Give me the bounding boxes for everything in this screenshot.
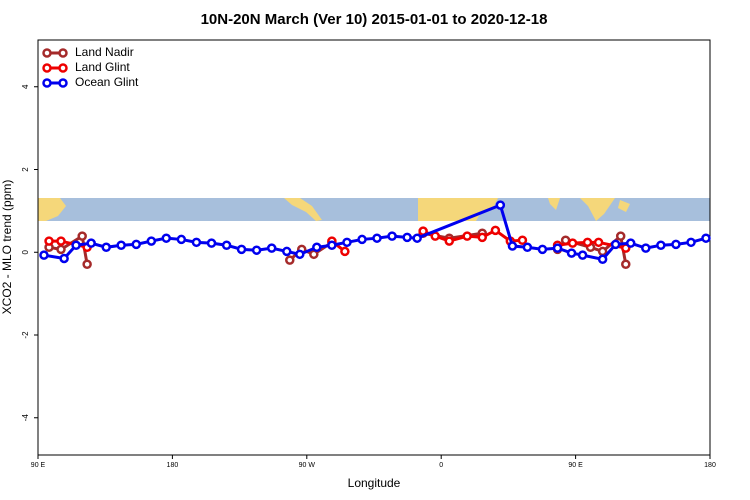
data-point bbox=[701, 233, 711, 243]
legend-marker bbox=[42, 63, 52, 73]
data-point bbox=[39, 250, 49, 260]
x-tick-label: 90 E bbox=[31, 462, 46, 469]
data-point bbox=[597, 254, 608, 265]
legend-marker bbox=[42, 78, 52, 88]
data-point bbox=[101, 242, 111, 253]
data-point bbox=[191, 237, 202, 248]
y-axis-label: XCO2 - MLO trend (ppm) bbox=[0, 180, 14, 315]
series bbox=[44, 225, 631, 257]
data-point bbox=[582, 237, 593, 248]
y-tick-label: -2 bbox=[21, 331, 30, 339]
data-point bbox=[327, 240, 337, 250]
data-point bbox=[444, 236, 455, 246]
data-point bbox=[615, 231, 626, 241]
data-point bbox=[285, 255, 295, 265]
x-tick-label: 180 bbox=[167, 462, 179, 469]
data-point bbox=[146, 236, 157, 246]
data-point bbox=[495, 200, 506, 210]
data-point bbox=[686, 237, 696, 248]
data-point bbox=[610, 239, 621, 250]
data-point bbox=[340, 246, 350, 257]
data-point bbox=[597, 246, 608, 257]
data-point bbox=[387, 231, 397, 241]
data-point bbox=[56, 236, 66, 246]
data-point bbox=[251, 245, 262, 255]
series bbox=[39, 200, 711, 265]
legend-label: Land Glint bbox=[75, 60, 130, 74]
data-point bbox=[161, 233, 172, 243]
y-tick-label: 4 bbox=[21, 84, 30, 89]
data-point bbox=[56, 244, 66, 255]
data-point bbox=[71, 240, 81, 250]
data-point bbox=[537, 244, 548, 255]
data-point bbox=[490, 225, 501, 236]
data-point bbox=[625, 238, 636, 248]
data-point bbox=[77, 231, 87, 241]
data-point bbox=[641, 243, 651, 253]
x-tick-label: 90 E bbox=[568, 462, 583, 469]
legend-marker bbox=[58, 78, 68, 88]
data-point bbox=[552, 243, 563, 253]
data-point bbox=[621, 259, 631, 270]
legend-label: Ocean Glint bbox=[75, 75, 139, 89]
data-point bbox=[593, 237, 604, 248]
map-strip bbox=[38, 198, 710, 221]
data-point bbox=[507, 241, 518, 251]
legend-marker bbox=[42, 48, 52, 58]
data-point bbox=[206, 238, 217, 248]
data-point bbox=[342, 237, 352, 248]
data-point bbox=[357, 234, 367, 245]
data-point bbox=[44, 236, 54, 246]
data-point bbox=[236, 244, 247, 255]
chart-title: 10N-20N March (Ver 10) 2015-01-01 to 202… bbox=[201, 11, 548, 28]
data-point bbox=[176, 234, 187, 245]
data-point bbox=[116, 240, 126, 250]
x-tick-label: 0 bbox=[439, 462, 443, 469]
data-point bbox=[567, 238, 578, 248]
data-point bbox=[566, 248, 577, 258]
legend-marker bbox=[58, 48, 68, 58]
data-point bbox=[462, 231, 472, 241]
y-tick-label: 0 bbox=[21, 249, 30, 254]
data-point bbox=[82, 259, 92, 270]
data-point bbox=[656, 240, 666, 250]
y-tick-label: 2 bbox=[21, 167, 30, 172]
data-point bbox=[131, 239, 142, 250]
data-point bbox=[59, 253, 69, 264]
x-tick-label: 90 W bbox=[299, 462, 316, 469]
data-point bbox=[295, 249, 305, 260]
data-point bbox=[517, 235, 528, 246]
data-point bbox=[402, 232, 412, 243]
data-point bbox=[86, 238, 96, 248]
data-point bbox=[577, 250, 588, 260]
legend-label: Land Nadir bbox=[75, 45, 134, 59]
plot-frame bbox=[37, 39, 711, 456]
y-tick-label: -4 bbox=[21, 414, 30, 422]
legend-marker bbox=[58, 63, 68, 73]
data-point bbox=[430, 231, 440, 241]
data-point bbox=[671, 239, 681, 250]
data-point bbox=[477, 232, 488, 243]
data-point bbox=[282, 246, 292, 257]
x-axis-label: Longitude bbox=[348, 476, 401, 490]
data-point bbox=[266, 243, 277, 253]
data-point bbox=[372, 233, 382, 243]
x-tick-label: 180 bbox=[704, 462, 716, 469]
data-point bbox=[312, 242, 322, 253]
data-point bbox=[522, 242, 533, 253]
data-point bbox=[221, 240, 232, 250]
data-point bbox=[412, 233, 422, 243]
